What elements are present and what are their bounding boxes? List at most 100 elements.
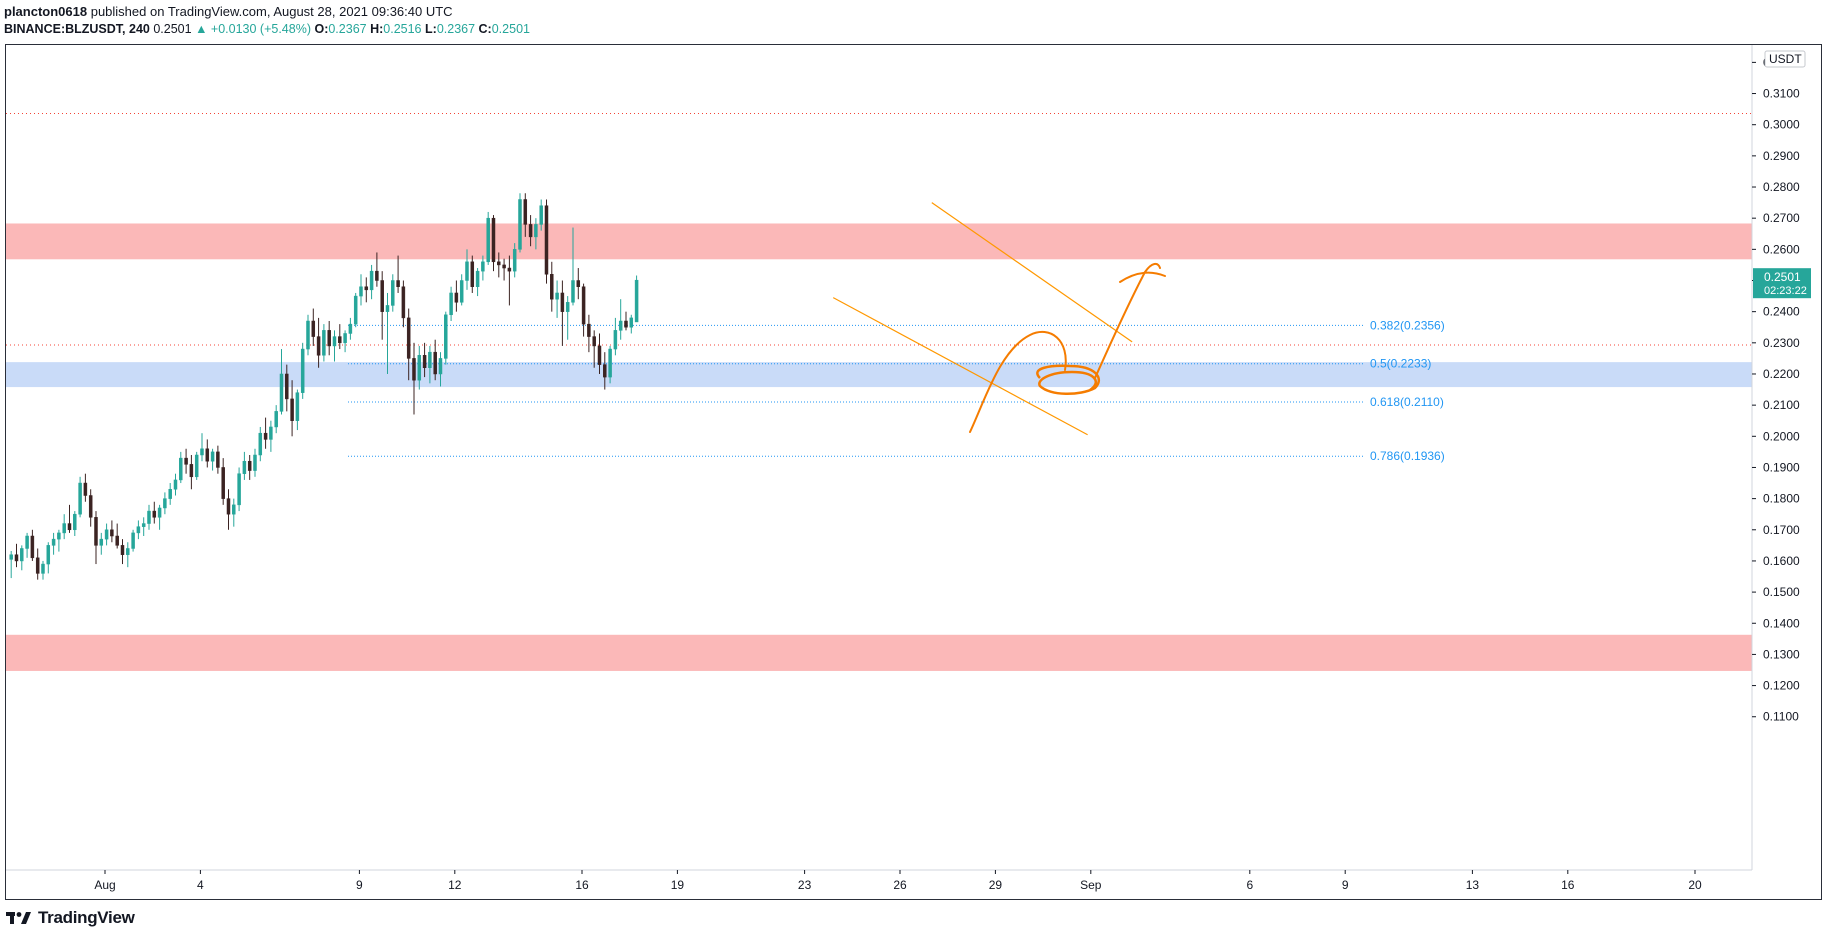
candle-body (189, 464, 194, 478)
price-tick-label: 0.2300 (1763, 336, 1800, 350)
candle-body (131, 532, 135, 549)
close-value: 0.2501 (491, 22, 530, 36)
candle-body (401, 286, 406, 319)
price-tick-label: 0.1600 (1763, 554, 1800, 568)
last-price-badge (1753, 268, 1811, 299)
time-tick-label: 9 (356, 878, 363, 892)
candle-body (20, 548, 24, 562)
candle-body (597, 345, 602, 365)
price-tick-label: 0.2800 (1763, 180, 1800, 194)
candle-body (486, 217, 490, 263)
time-tick-label: 12 (448, 878, 462, 892)
low-label: L: (425, 22, 437, 36)
candle-body (338, 336, 342, 344)
candle-body (30, 535, 35, 559)
candle-body (491, 217, 496, 263)
channel-line (832, 297, 1088, 436)
candle-body (279, 373, 284, 412)
currency-badge (1764, 50, 1806, 68)
chart-frame[interactable] (5, 44, 1822, 900)
time-tick-label: Aug (94, 878, 115, 892)
candle-body (316, 336, 321, 356)
candle-body (412, 358, 416, 381)
candle-body (253, 454, 257, 471)
candle-body (528, 224, 533, 238)
candle-body (322, 330, 326, 356)
channel-line (931, 202, 1133, 343)
candle-body (99, 538, 104, 546)
low-value: 0.2367 (436, 22, 476, 36)
time-tick-label: 16 (575, 878, 589, 892)
candle-body (454, 292, 459, 303)
candle-body (465, 261, 469, 281)
candle-body (126, 548, 130, 555)
candle-body (306, 320, 310, 350)
candle-body (539, 205, 543, 225)
time-tick-label: 23 (798, 878, 812, 892)
candle-body (237, 473, 241, 506)
price-tick-label: 0.2100 (1763, 398, 1800, 412)
countdown-label: 02:23:22 (1764, 285, 1807, 297)
last-price-label: 0.2501 (1764, 270, 1801, 284)
price-tick-label: 0.1800 (1763, 492, 1800, 506)
candle-body (247, 460, 252, 471)
high-value: 0.2516 (383, 22, 422, 36)
candle-body (88, 495, 93, 518)
candle-body (576, 280, 581, 287)
author-name[interactable]: plancton0618 (4, 4, 88, 19)
candle-body (194, 454, 199, 478)
time-tick-label: 16 (1561, 878, 1575, 892)
candle-body (152, 510, 157, 518)
last-value: 0.2501 (153, 22, 192, 36)
candle-body (147, 510, 151, 524)
candle-body (608, 348, 612, 378)
candle-body (57, 532, 61, 540)
candle-body (433, 351, 437, 375)
price-tick-label: 0.2700 (1763, 211, 1800, 225)
candle-body (380, 280, 384, 312)
candle-body (544, 205, 549, 275)
candle-body (348, 323, 353, 334)
symbol-name: BINANCE:BLZUSDT, 240 (4, 22, 150, 36)
candle-body (141, 523, 146, 527)
candle-body (67, 523, 72, 531)
candle-body (226, 498, 231, 515)
candle-body (475, 270, 480, 287)
fib-level-label: 0.786(0.1936) (1370, 449, 1445, 463)
price-tick-label: 0.2000 (1763, 429, 1800, 443)
support-zone (6, 362, 1752, 388)
price-tick-label: 0.2200 (1763, 367, 1800, 381)
time-tick-label: 4 (197, 878, 204, 892)
candle-body (444, 314, 448, 359)
candle-body (216, 451, 220, 468)
resistance-zone (6, 223, 1752, 260)
time-tick-label: 29 (989, 878, 1003, 892)
candle-body (51, 538, 56, 546)
candle-body (587, 323, 591, 337)
candle-body (634, 279, 639, 323)
candle-body (438, 358, 443, 375)
candle-body (210, 451, 215, 462)
candle-body (359, 286, 363, 297)
candle-body (136, 526, 141, 534)
price-tick-label: 0.1300 (1763, 647, 1800, 661)
time-tick-label: 6 (1246, 878, 1253, 892)
candle-body (555, 292, 559, 300)
close-label: C: (478, 22, 492, 36)
footer: TradingView (6, 906, 135, 930)
time-tick-label: 13 (1466, 878, 1480, 892)
candle-body (163, 498, 167, 509)
candle-body (173, 479, 178, 490)
candle-body (285, 373, 289, 400)
fib-level-label: 0.618(0.2110) (1370, 395, 1444, 409)
candle-body (523, 199, 528, 225)
candle-body (327, 330, 331, 347)
published-text: published on TradingView.com, August 28,… (90, 4, 453, 19)
high-label: H: (370, 22, 384, 36)
candle-body (157, 507, 162, 518)
candle-body (83, 482, 88, 496)
candle-body (497, 261, 501, 266)
brand-name[interactable]: TradingView (38, 908, 135, 927)
candle-body (263, 432, 268, 440)
